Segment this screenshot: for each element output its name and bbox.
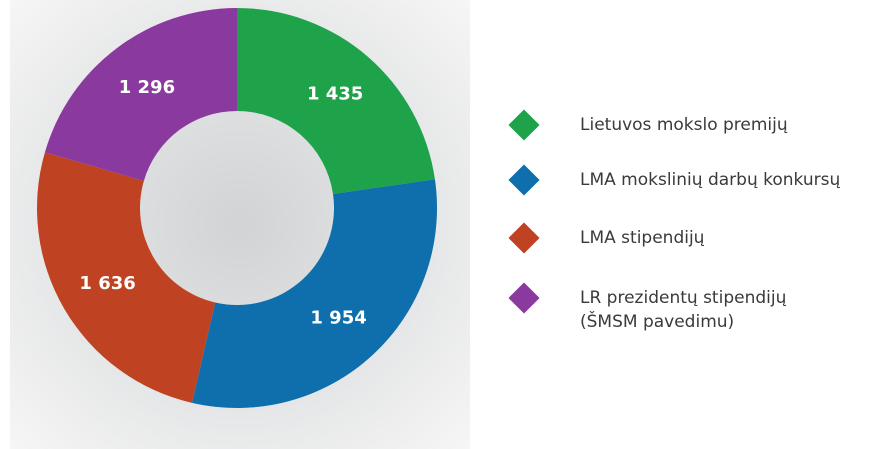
donut-slice (237, 8, 435, 195)
legend-marker (508, 164, 540, 196)
legend-label: LMA stipendijų (580, 228, 705, 248)
donut-slice (44, 8, 237, 181)
value-label: 1 954 (310, 307, 366, 328)
value-label: 1 435 (307, 84, 363, 105)
legend-marker (508, 109, 540, 141)
legend-marker (508, 222, 540, 254)
donut-slice (191, 179, 437, 408)
legend-label: LMA mokslinių darbų konkursų (580, 170, 841, 190)
donut-slice (37, 152, 216, 403)
legend-label: Lietuvos mokslo premijų (580, 115, 788, 135)
legend-marker (508, 282, 540, 314)
value-label: 1 636 (79, 273, 135, 294)
value-label: 1 296 (119, 77, 175, 98)
legend-label: LR prezidentų stipendijų (ŠMSM pavedimu) (580, 288, 787, 332)
